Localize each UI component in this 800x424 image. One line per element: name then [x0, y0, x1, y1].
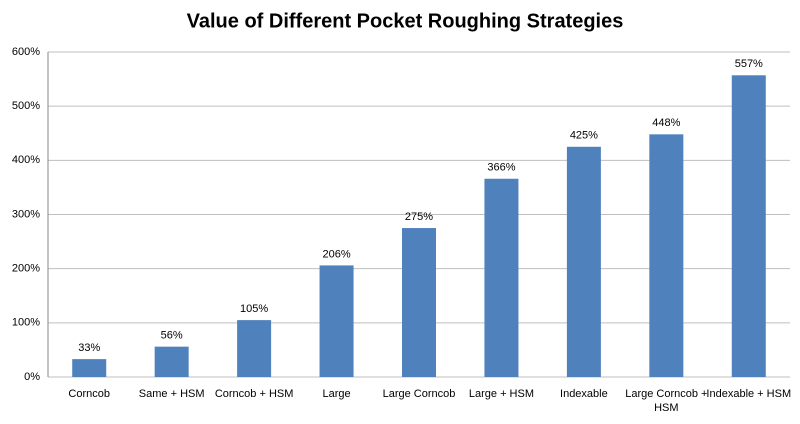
- x-tick-label: Corncob + HSM: [214, 388, 294, 400]
- y-tick-label: 100%: [12, 317, 40, 329]
- y-tick-label: 600%: [12, 46, 40, 58]
- y-tick-label: 200%: [12, 263, 40, 275]
- value-label: 105%: [240, 303, 268, 315]
- y-tick-label: 500%: [12, 100, 40, 112]
- value-label: 33%: [78, 342, 100, 354]
- x-tick-label: Corncob: [68, 388, 110, 400]
- bar: [154, 346, 189, 377]
- y-tick-label: 0%: [24, 371, 40, 383]
- bar: [484, 178, 519, 377]
- bar: [402, 228, 436, 377]
- value-label: 448%: [652, 117, 680, 129]
- y-tick-label: 300%: [12, 208, 40, 220]
- value-label: 56%: [161, 330, 183, 342]
- value-label: 275%: [405, 211, 433, 223]
- bar: [319, 265, 354, 377]
- x-tick-label: Large: [322, 388, 351, 400]
- bar: [72, 359, 107, 377]
- chart-title: Value of Different Pocket Roughing Strat…: [187, 10, 624, 32]
- x-tick-label: Indexable: [560, 388, 608, 400]
- value-label: 366%: [487, 162, 515, 174]
- x-tick-label: Large Corncob + HSM: [625, 388, 708, 414]
- bar: [566, 146, 601, 377]
- x-tick-label: Same + HSM: [138, 388, 205, 400]
- bar: [237, 320, 272, 377]
- bar: [649, 134, 684, 377]
- bar: [731, 75, 766, 378]
- value-label: 206%: [322, 248, 350, 260]
- value-label: 425%: [570, 130, 598, 142]
- x-tick-label: Large Corncob: [382, 388, 456, 400]
- x-tick-label: Indexable + HSM: [706, 388, 792, 400]
- y-tick-label: 400%: [12, 154, 40, 166]
- x-tick-label: Large + HSM: [468, 388, 534, 400]
- value-label: 557%: [735, 58, 763, 70]
